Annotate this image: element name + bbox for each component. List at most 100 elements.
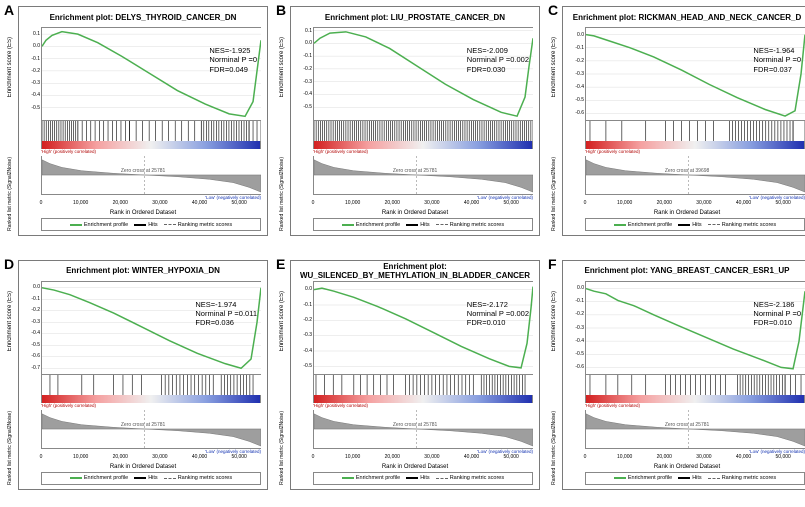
legend-label: Enrichment profile <box>628 222 672 228</box>
correlation-gradient <box>585 141 805 149</box>
x-tick: 40,000 <box>736 200 751 206</box>
y-tick: -0.2 <box>31 307 40 313</box>
gsea-plot: Enrichment plot: YANG_BREAST_CANCER_ESR1… <box>562 260 805 490</box>
x-axis-label: Rank in Ordered Dataset <box>19 210 267 216</box>
x-tick: 40,000 <box>736 454 751 460</box>
legend-item: Enrichment profile <box>614 222 672 228</box>
stat-nes: NES=-2.009 <box>467 46 529 55</box>
x-tick: 50,000 <box>232 454 247 460</box>
legend-item: Hits <box>406 222 429 228</box>
y-tick: -0.5 <box>575 351 584 357</box>
y-tick: -0.4 <box>31 330 40 336</box>
legend-item: Enrichment profile <box>70 222 128 228</box>
x-tick: 0 <box>40 454 43 460</box>
pos-corr-label: 'High' (positively correlated) <box>313 403 533 408</box>
plot-title: Enrichment plot: RICKMAN_HEAD_AND_NECK_C… <box>563 7 805 27</box>
hits-strip <box>585 375 805 395</box>
x-tick: 40,000 <box>192 454 207 460</box>
hits-strip <box>313 375 533 395</box>
hits-strip <box>585 121 805 141</box>
ylabel-es: Enrichment score (ES) <box>7 291 13 351</box>
zero-cross-label: Zero cross at 25781 <box>393 422 437 428</box>
legend-label: Hits <box>420 222 429 228</box>
ranking-metric-area: Zero cross at 25781 <box>41 156 261 195</box>
legend-label: Enrichment profile <box>628 475 672 481</box>
y-tick: -0.5 <box>303 363 312 369</box>
legend-item: Enrichment profile <box>614 475 672 481</box>
y-tick: 0.1 <box>305 28 312 34</box>
x-tick: 10,000 <box>345 200 360 206</box>
x-axis-label: Rank in Ordered Dataset <box>291 210 539 216</box>
hits-strip <box>313 121 533 141</box>
stats-text: NES=-1.925Norminal P =0FDR=0.049 <box>209 46 257 74</box>
x-tick: 20,000 <box>113 454 128 460</box>
x-tick: 0 <box>312 200 315 206</box>
gsea-plot: Enrichment plot: LIU_PROSTATE_CANCER_DNE… <box>290 6 540 236</box>
zero-cross-label: Zero cross at 25781 <box>121 168 165 174</box>
x-ticks: 010,00020,00030,00040,00050,000 <box>585 200 805 210</box>
x-tick: 20,000 <box>113 200 128 206</box>
y-tick: 0.1 <box>33 31 40 37</box>
pos-corr-label: 'High' (positively correlated) <box>41 149 261 154</box>
x-ticks: 010,00020,00030,00040,00050,000 <box>585 454 805 464</box>
x-tick: 10,000 <box>617 454 632 460</box>
y-tick: -0.5 <box>303 104 312 110</box>
x-tick: 20,000 <box>385 200 400 206</box>
enrichment-score-area: 0.0-0.1-0.2-0.3-0.4-0.5-0.6-0.7NES=-1.97… <box>41 281 261 375</box>
y-tick: -0.4 <box>303 348 312 354</box>
stat-p: Norminal P =0 <box>753 55 801 64</box>
plot-title: Enrichment plot: WINTER_HYPOXIA_DN <box>19 261 267 281</box>
pos-corr-label: 'High' (positively correlated) <box>313 149 533 154</box>
x-tick: 30,000 <box>424 454 439 460</box>
correlation-gradient <box>41 141 261 149</box>
x-tick: 10,000 <box>73 454 88 460</box>
stat-fdr: FDR=0.030 <box>467 65 529 74</box>
x-axis-label: Rank in Ordered Dataset <box>19 464 267 470</box>
stat-nes: NES=-2.186 <box>753 300 801 309</box>
plot-title: Enrichment plot: YANG_BREAST_CANCER_ESR1… <box>563 261 805 281</box>
stat-p: Norminal P =0 <box>753 309 801 318</box>
legend-label: Enrichment profile <box>356 475 400 481</box>
ranking-metric-area: Zero cross at 25781 <box>313 410 533 449</box>
x-tick: 0 <box>312 454 315 460</box>
panel-a: AEnrichment plot: DELYS_THYROID_CANCER_D… <box>0 0 272 254</box>
x-tick: 10,000 <box>345 454 360 460</box>
stat-fdr: FDR=0.010 <box>467 318 529 327</box>
legend-label: Ranking metric scores <box>450 475 504 481</box>
stat-p: Norminal P =0.002 <box>467 309 529 318</box>
ylabel-es: Enrichment score (ES) <box>279 291 285 351</box>
gsea-plot: Enrichment plot: RICKMAN_HEAD_AND_NECK_C… <box>562 6 805 236</box>
panel-letter: C <box>548 2 558 18</box>
x-tick: 0 <box>584 454 587 460</box>
ranking-metric-area: Zero cross at 25781 <box>585 410 805 449</box>
y-tick: -0.2 <box>303 66 312 72</box>
legend-label: Hits <box>692 222 701 228</box>
legend-item: Hits <box>678 222 701 228</box>
x-tick: 50,000 <box>504 454 519 460</box>
y-tick: 0.0 <box>577 285 584 291</box>
stat-nes: NES=-1.974 <box>195 300 257 309</box>
plot-legend: Enrichment profileHitsRanking metric sco… <box>41 218 261 231</box>
ranking-metric-area: Zero cross at 39698 <box>585 156 805 195</box>
y-tick: -0.5 <box>575 97 584 103</box>
ylabel-metric: Ranked list metric (Signal2Noise) <box>7 411 13 485</box>
stat-fdr: FDR=0.036 <box>195 318 257 327</box>
y-tick: -0.6 <box>575 110 584 116</box>
y-tick: -0.2 <box>303 317 312 323</box>
y-tick: -0.1 <box>31 56 40 62</box>
hits-strip <box>41 375 261 395</box>
x-tick: 20,000 <box>385 454 400 460</box>
legend-item: Ranking metric scores <box>164 475 232 481</box>
stat-fdr: FDR=0.049 <box>209 65 257 74</box>
enrichment-score-area: 0.0-0.1-0.2-0.3-0.4-0.5-0.6NES=-2.186Nor… <box>585 281 805 375</box>
x-axis-label: Rank in Ordered Dataset <box>563 210 805 216</box>
x-tick: 10,000 <box>73 200 88 206</box>
y-ticks: 0.0-0.1-0.2-0.3-0.4-0.5-0.6-0.7 <box>24 282 40 374</box>
ylabel-metric: Ranked list metric (Signal2Noise) <box>279 157 285 231</box>
gsea-plot: Enrichment plot: WU_SILENCED_BY_METHYLAT… <box>290 260 540 490</box>
hits-strip <box>41 121 261 141</box>
x-axis-label: Rank in Ordered Dataset <box>291 464 539 470</box>
stats-text: NES=-1.974Norminal P =0.011FDR=0.036 <box>195 300 257 328</box>
x-tick: 30,000 <box>424 200 439 206</box>
x-tick: 0 <box>584 200 587 206</box>
